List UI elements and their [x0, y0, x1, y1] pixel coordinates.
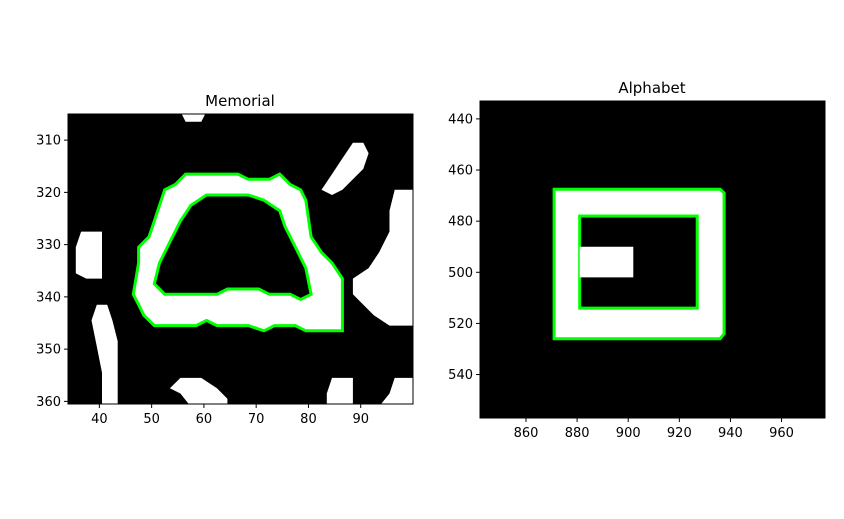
x-tick-label: 50 [143, 412, 160, 427]
x-tick-label: 880 [565, 426, 590, 441]
blob-square-glyph-notch [579, 246, 634, 278]
blob-right-edge [352, 189, 413, 326]
y-tick-label: 500 [448, 266, 473, 281]
y-tick-label: 340 [36, 290, 61, 305]
y-tick-label: 310 [36, 134, 61, 149]
x-tick-label: 60 [196, 412, 213, 427]
alphabet-frame [479, 100, 826, 419]
blob-bottom-right [381, 377, 413, 404]
y-tick-label: 360 [36, 395, 61, 410]
y-tick-label: 350 [36, 343, 61, 358]
alphabet-ticks: 860 880 900 920 940 960 440 460 480 500 520 540 [448, 112, 794, 441]
y-tick-label: 520 [448, 317, 473, 332]
blob-bottom-mid [326, 377, 353, 404]
alphabet-panel: 860 880 900 920 940 960 440 460 480 500 520 540 Alp… [448, 79, 826, 441]
x-tick-label: 900 [616, 426, 641, 441]
y-tick-label: 460 [448, 164, 473, 179]
blob-bottom-left [169, 377, 228, 404]
y-tick-label: 330 [36, 238, 61, 253]
y-tick-label: 480 [448, 215, 473, 230]
x-tick-label: 80 [300, 412, 317, 427]
memorial-ticks: 40 50 60 70 80 90 310 320 330 340 350 360 [36, 134, 369, 427]
x-tick-label: 860 [514, 426, 539, 441]
y-tick-label: 440 [448, 112, 473, 127]
memorial-panel: 40 50 60 70 80 90 310 320 330 340 350 360 Memorial [36, 92, 414, 427]
x-tick-label: 40 [91, 412, 108, 427]
blob-left-upper [75, 231, 102, 279]
x-tick-label: 70 [248, 412, 265, 427]
x-tick-label: 940 [718, 426, 743, 441]
memorial-frame [67, 113, 414, 405]
blob-top-strip [181, 114, 206, 122]
y-tick-label: 540 [448, 368, 473, 383]
alphabet-image [480, 101, 825, 418]
alphabet-title: Alphabet [618, 79, 685, 97]
x-tick-label: 960 [769, 426, 794, 441]
blob-main-shape [131, 172, 344, 333]
blob-left-lower [91, 304, 118, 404]
x-tick-label: 90 [352, 412, 369, 427]
y-tick-label: 320 [36, 186, 61, 201]
alphabet-blobs [552, 187, 726, 341]
memorial-title: Memorial [205, 92, 275, 110]
x-tick-label: 920 [667, 426, 692, 441]
blob-top-right [321, 142, 369, 195]
memorial-blobs [75, 114, 413, 404]
